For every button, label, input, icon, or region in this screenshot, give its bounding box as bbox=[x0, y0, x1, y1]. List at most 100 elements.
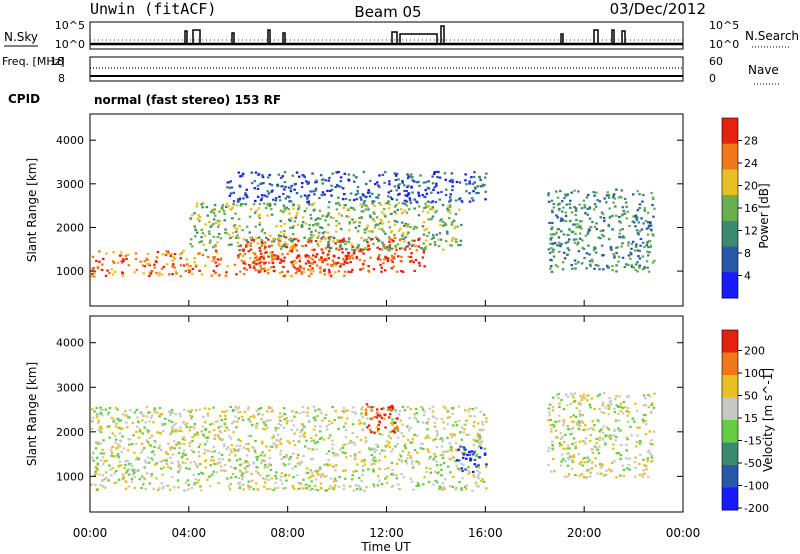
velocity-cell bbox=[192, 425, 195, 428]
velocity-cell bbox=[247, 447, 250, 450]
velocity-cell bbox=[417, 462, 421, 465]
velocity-cell bbox=[409, 441, 412, 444]
power-cell bbox=[307, 194, 311, 197]
velocity-cell bbox=[393, 431, 397, 434]
power-cell bbox=[101, 263, 104, 266]
velocity-cell bbox=[172, 486, 176, 489]
power-cell bbox=[589, 265, 592, 268]
power-cell bbox=[258, 202, 262, 206]
power-cell bbox=[607, 225, 610, 228]
velocity-cell bbox=[321, 473, 324, 476]
velocity-cell bbox=[154, 463, 157, 466]
power-colorbar-tick: 28 bbox=[744, 135, 758, 148]
power-cell bbox=[209, 225, 212, 228]
power-cell bbox=[552, 248, 555, 251]
power-cell bbox=[246, 240, 250, 244]
velocity-cell bbox=[363, 458, 366, 462]
power-cell bbox=[391, 254, 394, 257]
velocity-cell bbox=[441, 439, 444, 442]
velocity-cell bbox=[312, 474, 315, 477]
velocity-cell bbox=[95, 407, 98, 410]
velocity-cell bbox=[127, 473, 131, 476]
power-cell bbox=[175, 272, 178, 275]
power-cell bbox=[641, 241, 645, 244]
velocity-cell bbox=[451, 412, 454, 415]
velocity-cell bbox=[407, 451, 411, 454]
power-cell bbox=[578, 232, 582, 235]
velocity-cell bbox=[142, 483, 145, 486]
velocity-cell bbox=[124, 410, 127, 413]
power-cell bbox=[320, 194, 324, 197]
power-cell bbox=[179, 275, 182, 278]
velocity-cell bbox=[399, 455, 403, 458]
power-cell bbox=[298, 257, 302, 260]
velocity-cell bbox=[373, 456, 376, 459]
velocity-cell bbox=[132, 434, 135, 437]
velocity-cell bbox=[446, 465, 450, 468]
power-colorbar-tick: 24 bbox=[744, 157, 758, 170]
power-cell bbox=[282, 265, 285, 269]
velocity-cell bbox=[118, 445, 121, 448]
power-cell bbox=[255, 209, 258, 212]
velocity-cell bbox=[121, 413, 124, 416]
velocity-cell bbox=[481, 478, 484, 481]
power-cell bbox=[279, 199, 282, 202]
velocity-cell bbox=[102, 439, 105, 442]
velocity-cell bbox=[581, 464, 585, 467]
power-cell bbox=[371, 230, 374, 233]
velocity-cell bbox=[231, 472, 235, 476]
power-cell bbox=[388, 245, 391, 248]
power-cell bbox=[348, 221, 351, 224]
power-cell bbox=[549, 242, 552, 245]
velocity-cell bbox=[462, 446, 465, 449]
power-cell bbox=[200, 273, 204, 276]
power-cell bbox=[337, 256, 340, 259]
power-cell bbox=[310, 272, 313, 275]
velocity-cell bbox=[183, 489, 186, 492]
power-cell bbox=[279, 239, 282, 242]
power-cell bbox=[634, 216, 638, 219]
power-cell bbox=[279, 225, 283, 228]
velocity-cell bbox=[230, 422, 234, 425]
velocity-cell bbox=[291, 486, 295, 489]
power-cell bbox=[401, 211, 404, 214]
power-cell bbox=[334, 185, 337, 189]
velocity-cell bbox=[626, 414, 629, 417]
velocity-cell bbox=[137, 457, 140, 460]
power-cell bbox=[232, 231, 235, 234]
velocity-cell bbox=[95, 456, 99, 459]
power-cell bbox=[236, 204, 239, 207]
velocity-cell bbox=[163, 423, 167, 426]
power-cell bbox=[301, 216, 305, 219]
power-cell bbox=[357, 243, 360, 246]
velocity-cell bbox=[468, 453, 471, 456]
power-cell bbox=[404, 194, 407, 197]
velocity-cell bbox=[279, 453, 282, 456]
power-cell bbox=[212, 269, 216, 273]
power-cell bbox=[124, 254, 128, 257]
power-cell bbox=[355, 198, 359, 201]
velocity-cell bbox=[642, 469, 645, 472]
power-cell bbox=[313, 261, 316, 264]
velocity-cell bbox=[252, 461, 256, 464]
power-cell bbox=[391, 260, 394, 263]
power-cell bbox=[406, 177, 410, 180]
velocity-cell bbox=[480, 440, 483, 443]
velocity-cell bbox=[206, 478, 209, 481]
power-cell bbox=[171, 273, 174, 276]
velocity-cell bbox=[306, 411, 309, 414]
velocity-cell bbox=[438, 438, 442, 441]
velocity-cell bbox=[149, 444, 153, 447]
velocity-cell bbox=[396, 462, 399, 465]
velocity-cell bbox=[305, 486, 309, 490]
power-cell bbox=[336, 238, 339, 242]
power-cell bbox=[387, 191, 391, 194]
power-cell bbox=[422, 242, 425, 245]
power-cell bbox=[201, 206, 204, 209]
power-cell bbox=[409, 201, 413, 205]
power-cell bbox=[197, 215, 201, 218]
power-cell bbox=[449, 244, 452, 247]
velocity-cell bbox=[270, 410, 273, 413]
velocity-cell bbox=[608, 401, 612, 404]
velocity-cell bbox=[121, 478, 124, 481]
